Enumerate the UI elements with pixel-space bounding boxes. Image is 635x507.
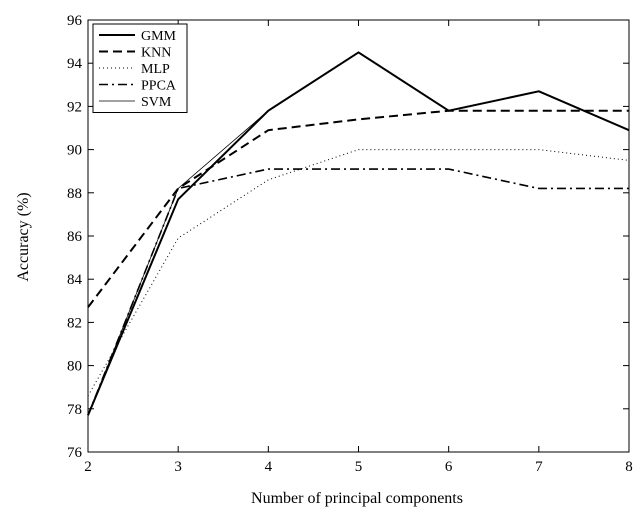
y-tick-label: 80 xyxy=(67,359,82,375)
legend-label-ppca: PPCA xyxy=(141,79,177,94)
y-tick-label: 90 xyxy=(67,143,82,159)
y-tick-label: 96 xyxy=(67,13,83,29)
y-tick-label: 78 xyxy=(67,402,82,418)
x-tick-label: 7 xyxy=(535,459,543,475)
x-tick-label: 6 xyxy=(445,459,453,475)
series-line-knn xyxy=(88,111,629,308)
x-tick-label: 2 xyxy=(84,459,92,475)
x-tick-label: 5 xyxy=(355,459,363,475)
y-tick-label: 84 xyxy=(67,272,83,288)
y-tick-label: 94 xyxy=(67,56,83,72)
y-tick-label: 92 xyxy=(67,99,82,115)
x-tick-label: 4 xyxy=(265,459,273,475)
series-line-mlp xyxy=(88,150,629,396)
legend-label-gmm: GMM xyxy=(141,29,177,44)
legend-label-knn: KNN xyxy=(141,46,171,61)
y-tick-label: 76 xyxy=(67,445,83,461)
y-tick-label: 88 xyxy=(67,186,82,202)
y-tick-label: 82 xyxy=(67,315,82,331)
legend-label-svm: SVM xyxy=(141,95,172,110)
y-axis-label: Accuracy (%) xyxy=(15,192,32,281)
x-tick-label: 8 xyxy=(625,459,633,475)
x-axis-label: Number of principal components xyxy=(251,490,463,507)
y-tick-label: 86 xyxy=(67,229,83,245)
x-tick-label: 3 xyxy=(174,459,182,475)
series-line-ppca xyxy=(88,169,629,415)
legend-label-mlp: MLP xyxy=(141,62,170,77)
